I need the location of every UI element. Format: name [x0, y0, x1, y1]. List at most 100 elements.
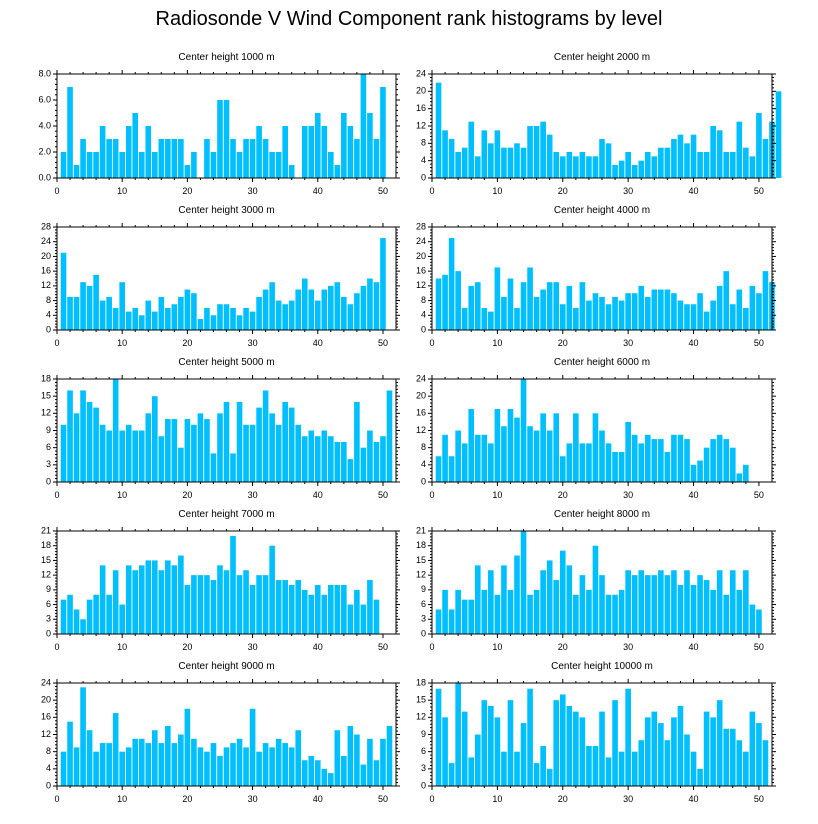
bar — [494, 409, 501, 482]
bar — [223, 570, 230, 634]
bar — [132, 570, 139, 634]
bar — [599, 139, 605, 178]
bar — [651, 711, 658, 786]
bar — [145, 126, 152, 178]
bar — [644, 575, 651, 634]
bar — [197, 747, 204, 787]
bar — [671, 139, 677, 178]
x-tick-label: 20 — [182, 338, 192, 348]
bar — [380, 238, 386, 330]
bar — [347, 459, 354, 482]
bar — [80, 139, 86, 178]
bar — [703, 580, 710, 634]
bar — [710, 589, 716, 634]
bar — [671, 570, 677, 634]
bar — [664, 147, 671, 178]
bar — [112, 307, 119, 330]
x-tick-label: 20 — [558, 642, 568, 652]
y-tick-label: 18 — [416, 677, 426, 687]
bar — [540, 413, 546, 482]
x-tick-label: 10 — [492, 490, 502, 500]
bar — [723, 728, 730, 786]
x-tick-label: 0 — [54, 490, 59, 500]
y-tick-label: 20 — [416, 251, 426, 261]
bar — [592, 413, 599, 482]
page-title: Radiosonde V Wind Component rank histogr… — [155, 8, 663, 30]
bar — [184, 165, 191, 178]
bar — [178, 139, 184, 178]
y-tick-label: 3 — [421, 763, 426, 773]
bar — [546, 134, 553, 178]
y-tick-label: 20 — [416, 86, 426, 96]
bar — [573, 413, 579, 482]
bar — [243, 139, 249, 178]
bar — [178, 447, 184, 482]
x-tick-label: 20 — [558, 186, 568, 196]
bar — [703, 311, 710, 330]
bar — [282, 126, 288, 178]
bar — [448, 609, 455, 634]
bar — [684, 570, 690, 634]
bar — [99, 126, 106, 178]
bar — [474, 282, 481, 330]
bar — [664, 575, 671, 634]
bar — [638, 740, 645, 786]
bar — [256, 126, 262, 178]
x-tick-label: 0 — [429, 490, 434, 500]
y-tick-label: 8 — [421, 138, 426, 148]
bar — [269, 413, 275, 482]
y-tick-label: 20 — [41, 251, 51, 261]
bar — [321, 768, 328, 786]
x-tick-label: 50 — [378, 794, 388, 804]
bar — [93, 407, 99, 482]
bar — [723, 439, 730, 482]
y-tick-label: 8 — [421, 442, 426, 452]
bar — [468, 409, 475, 482]
bar — [448, 763, 455, 786]
y-tick-label: 0 — [421, 628, 426, 638]
chart-title: Center height 1000 m — [178, 52, 274, 63]
y-tick-label: 6 — [46, 442, 51, 452]
y-tick-label: 0.0 — [38, 172, 51, 182]
bar — [106, 296, 112, 330]
bar — [217, 565, 223, 634]
x-tick-label: 30 — [248, 642, 258, 652]
bar — [684, 143, 690, 178]
bar — [373, 139, 380, 178]
x-tick-label: 50 — [754, 186, 764, 196]
x-tick-label: 20 — [182, 642, 192, 652]
bar — [243, 424, 249, 482]
bar — [360, 447, 367, 482]
x-tick-label: 10 — [117, 642, 127, 652]
bar — [618, 160, 625, 178]
bar — [644, 296, 651, 330]
bar — [461, 307, 468, 330]
x-tick-label: 20 — [558, 490, 568, 500]
bar — [625, 570, 631, 634]
bar — [308, 594, 315, 634]
chart-title: Center height 7000 m — [178, 509, 274, 520]
bar — [455, 152, 461, 178]
bar — [262, 575, 269, 634]
bar — [295, 580, 302, 634]
bar — [314, 760, 321, 786]
chart-title: Center height 3000 m — [178, 205, 274, 216]
bar — [651, 156, 658, 178]
bar — [125, 311, 132, 330]
bar — [158, 570, 165, 634]
bar — [612, 594, 618, 634]
bar — [559, 456, 566, 482]
chart-panel-3: 0 4 8 12 16 20 24 28 0 10 20 30 40 50 Center height 30… — [41, 205, 400, 348]
bar — [520, 379, 527, 482]
chart-panel-6: 0 4 8 12 16 20 24 0 10 20 30 40 50 Center height 6000… — [416, 357, 776, 500]
bar — [527, 594, 533, 634]
bar — [138, 738, 145, 786]
x-tick-label: 40 — [313, 642, 323, 652]
chart-title: Center height 9000 m — [178, 661, 274, 672]
bar — [435, 609, 442, 634]
y-tick-label: 16 — [416, 408, 426, 418]
bar — [204, 307, 210, 330]
y-tick-label: 16 — [41, 712, 51, 722]
bar — [743, 751, 749, 786]
bar — [119, 604, 125, 634]
